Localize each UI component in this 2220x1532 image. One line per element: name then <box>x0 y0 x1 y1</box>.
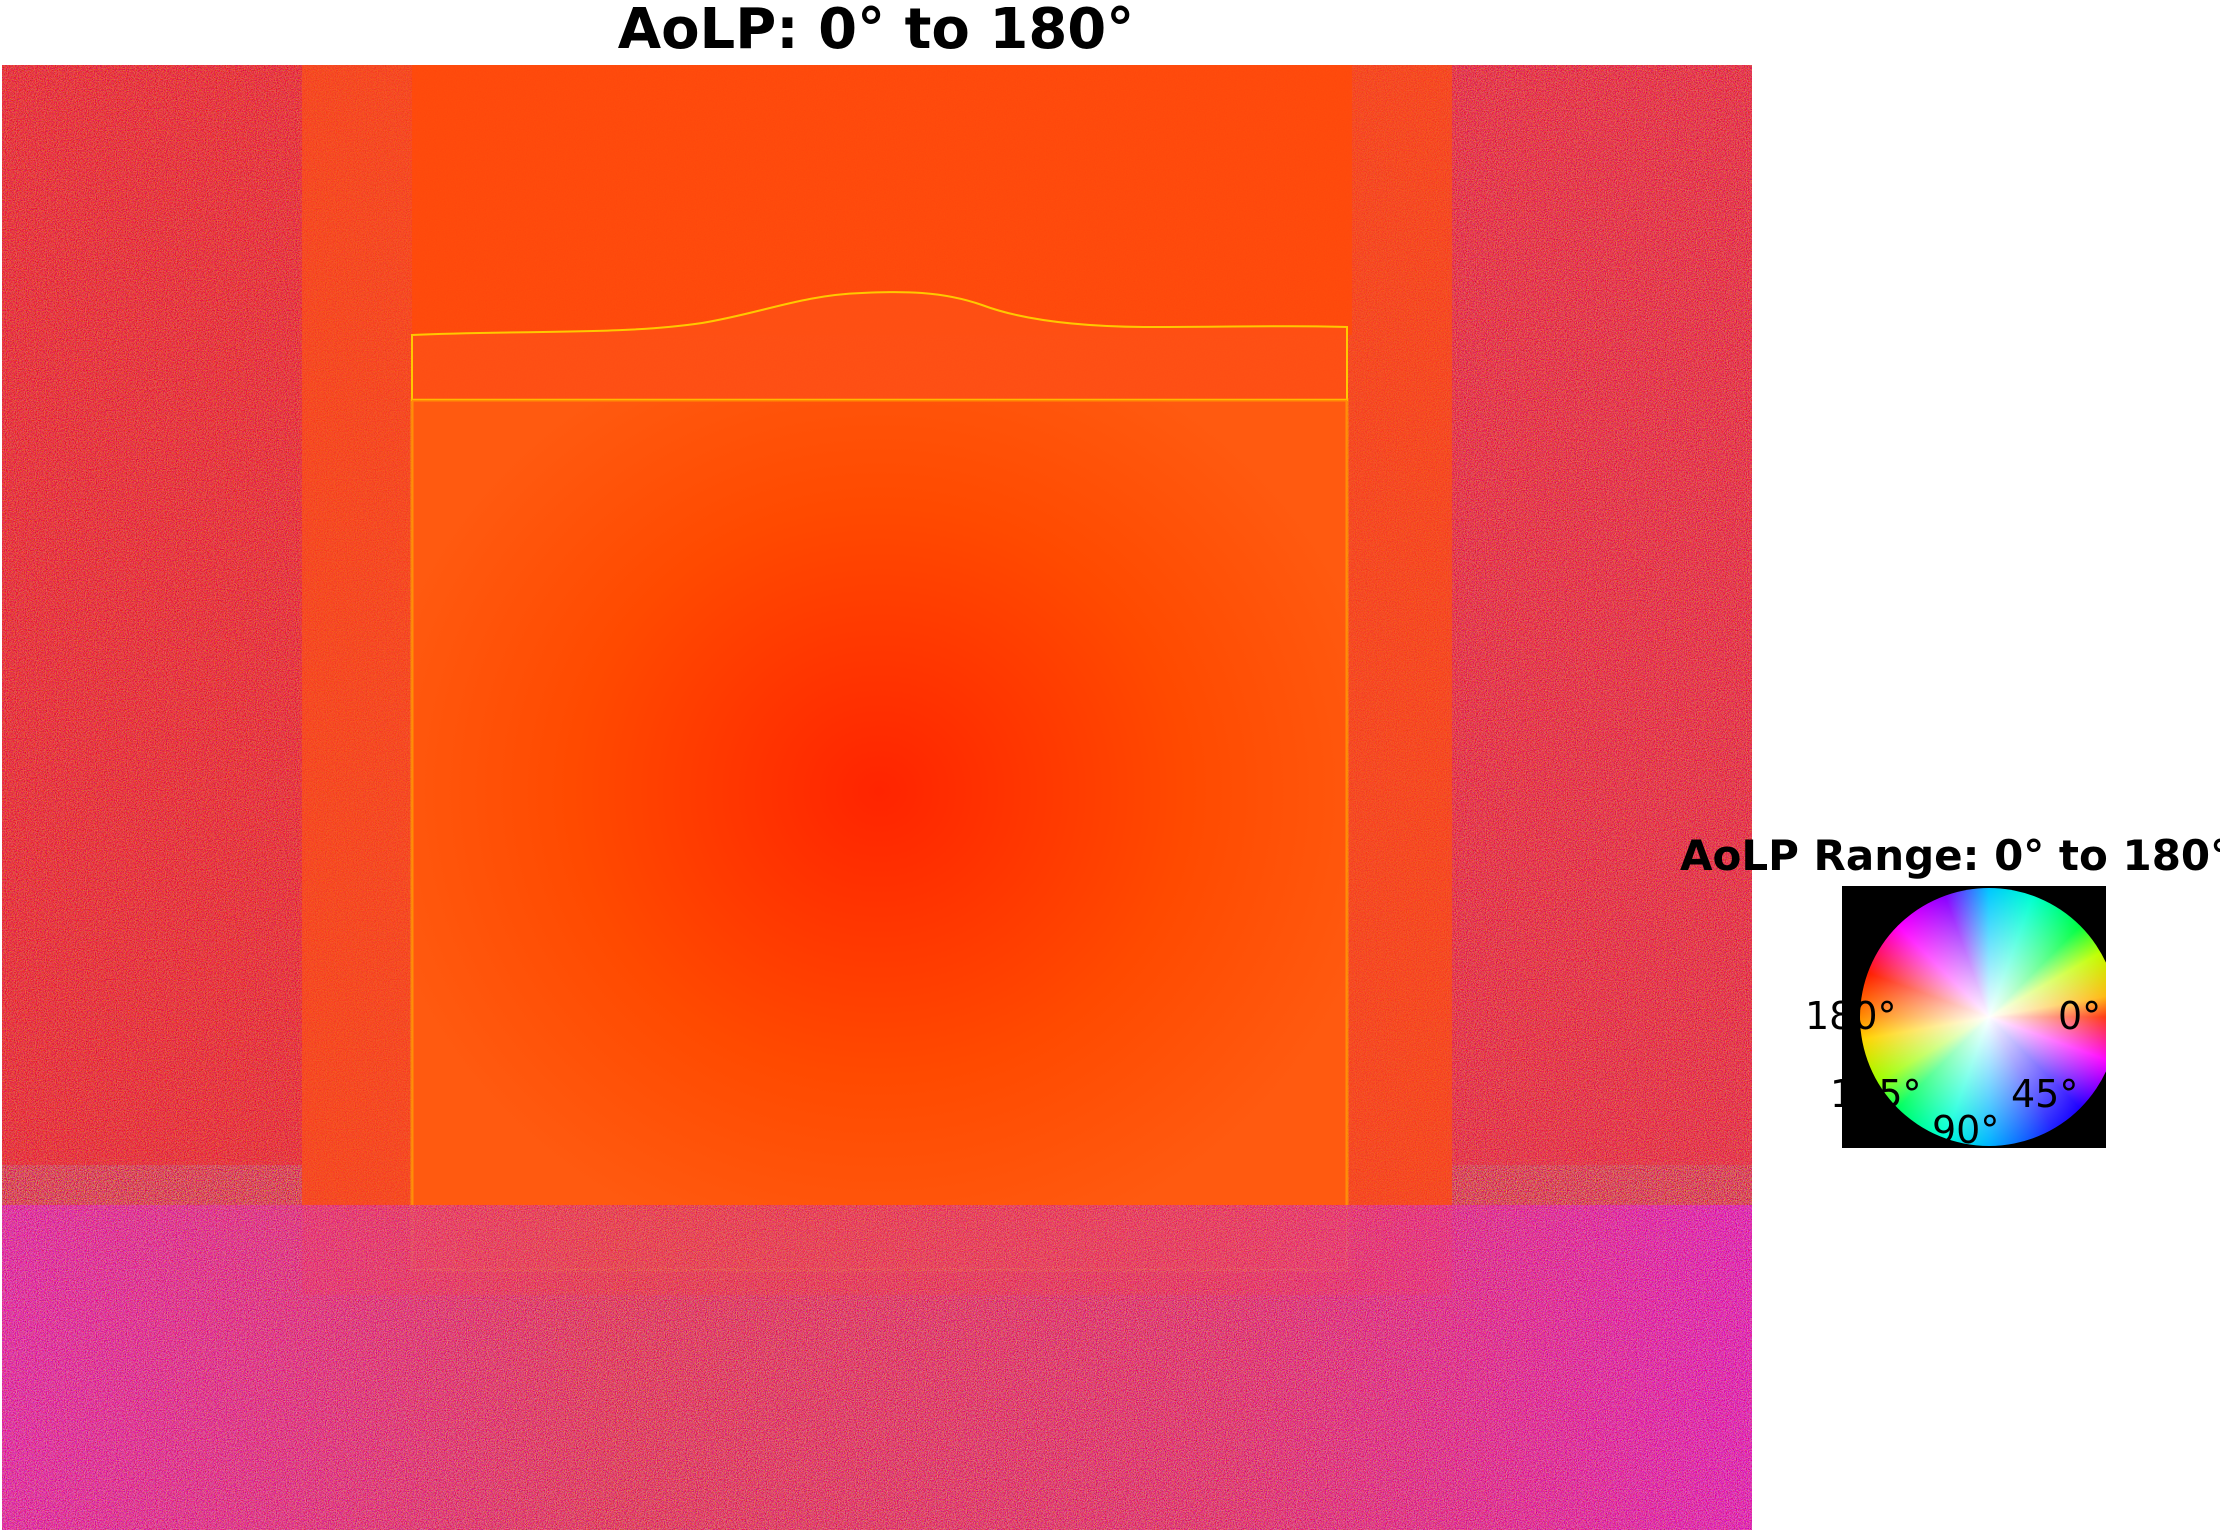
color-wheel <box>1860 888 2106 1146</box>
figure-title: AoLP: 0° to 180° <box>617 0 1135 62</box>
legend-tick-45: 45° <box>2011 1072 2079 1116</box>
legend-tick-0: 0° <box>2058 994 2102 1038</box>
legend-title: AoLP Range: 0° to 180° <box>1680 831 2220 880</box>
legend-tick-135: 135° <box>1830 1072 1922 1116</box>
aolp-heatmap-image <box>2 65 1752 1530</box>
aolp-color-wheel-legend <box>1842 886 2106 1148</box>
legend-tick-90: 90° <box>1932 1108 2000 1152</box>
legend-tick-180: 180° <box>1805 994 1897 1038</box>
